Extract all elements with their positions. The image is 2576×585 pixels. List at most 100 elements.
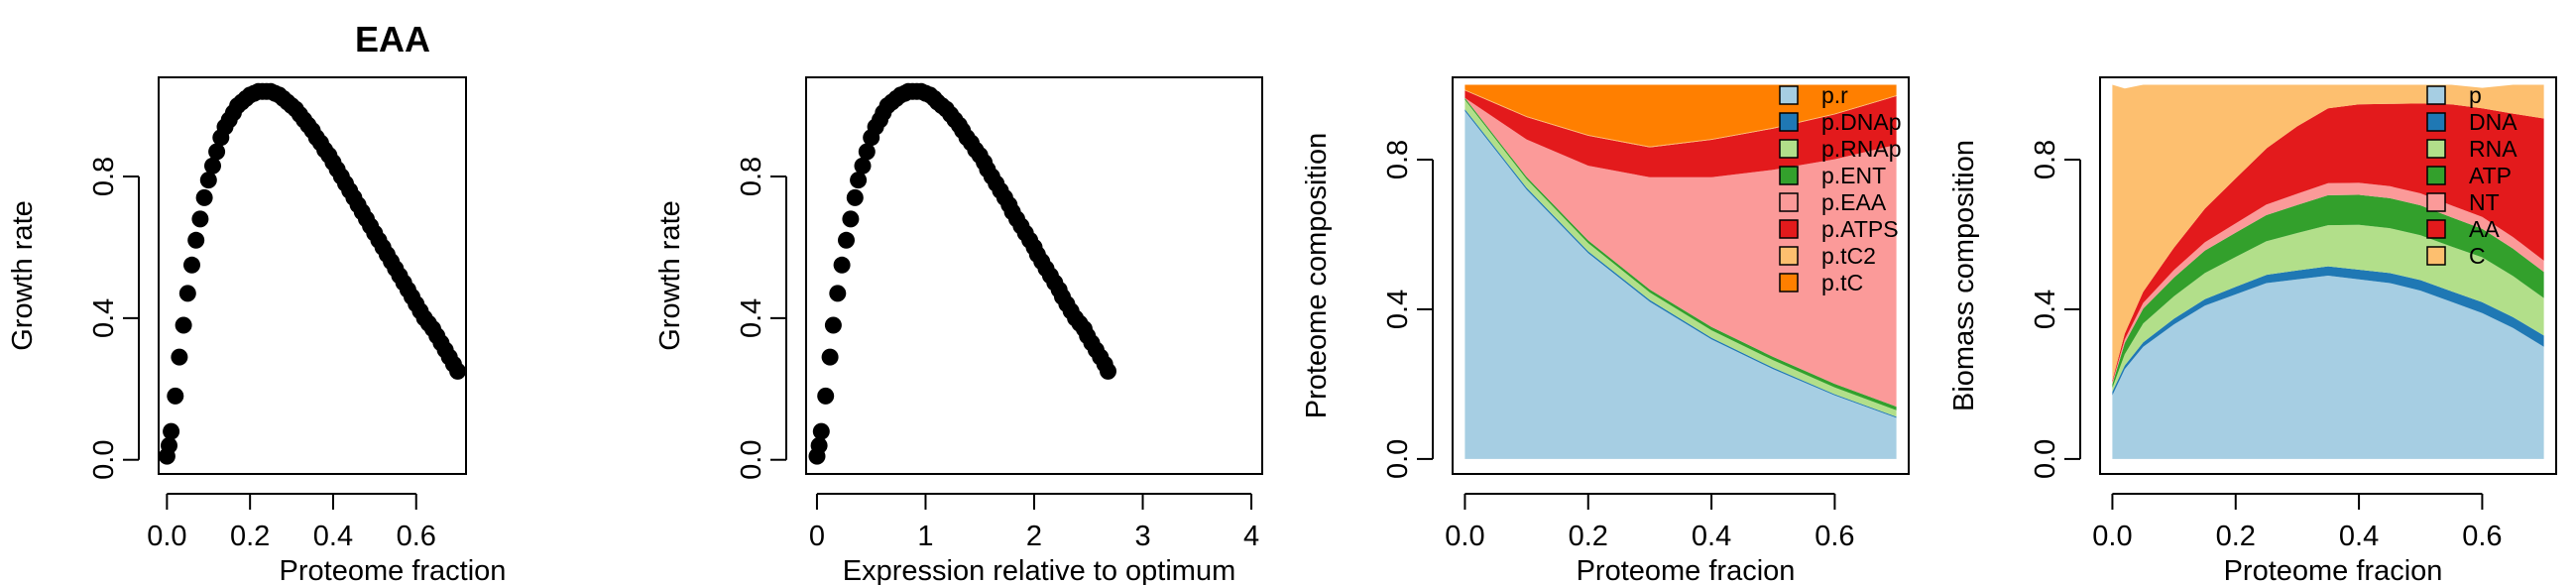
data-point <box>161 436 177 454</box>
area-series-atp <box>2112 194 2544 389</box>
data-point <box>175 316 192 334</box>
y-axis-title: Proteome composition <box>1301 133 1333 419</box>
x-tick-label: 0.0 <box>2092 521 2132 552</box>
x-tick-label: 0.6 <box>397 521 436 552</box>
area-series-dna <box>2112 266 2544 396</box>
x-axis-title: Proteome fraction <box>280 555 507 585</box>
data-point <box>824 316 842 334</box>
legend-label: p.RNAp <box>1821 136 1902 162</box>
data-point <box>183 256 200 274</box>
y-tick-label: 0.8 <box>2030 140 2061 179</box>
data-point <box>171 348 188 366</box>
legend-label: p.tC <box>1821 270 1863 295</box>
y-axis-title: Growth rate <box>654 200 686 351</box>
data-point <box>838 231 855 249</box>
y-tick-label: 0.0 <box>736 440 767 480</box>
data-point <box>208 143 226 161</box>
chart-panel-growth-vs-fraction: EAA 0.0 0.2 0.4 0.6 0.0 0.4 0.8 Proteome fract… <box>7 19 506 585</box>
data-point <box>821 348 839 366</box>
x-tick-label: 0.0 <box>147 521 186 552</box>
y-axis-title: Growth rate <box>7 200 39 351</box>
legend-label: p.ATPS <box>1821 216 1899 242</box>
data-point <box>812 422 830 440</box>
legend-label: p <box>2469 82 2482 108</box>
chart-panel-growth-vs-expression: 0 1 2 3 4 0.0 0.4 0.8 Expression relative to op… <box>654 76 1263 585</box>
data-point <box>204 157 221 175</box>
data-point <box>850 172 868 189</box>
legend-label: RNA <box>2469 136 2517 162</box>
y-tick-label: 0.0 <box>2030 439 2061 479</box>
x-axis-title: Expression relative to optimum <box>843 555 1236 585</box>
legend-label: AA <box>2469 216 2500 242</box>
y-tick-label: 0.4 <box>736 298 767 338</box>
legend-swatch <box>1779 219 1799 239</box>
x-tick-label: 0.4 <box>2339 521 2379 552</box>
x-tick-label: 0.4 <box>1692 521 1731 552</box>
area-series-p-r <box>1464 111 1897 459</box>
x-tick-label: 0.2 <box>2216 521 2256 552</box>
area-series-p <box>2112 276 2544 459</box>
data-point <box>833 256 851 274</box>
x-tick-label: 0.2 <box>230 521 270 552</box>
legend-swatch <box>1779 112 1799 132</box>
legend-swatch <box>1779 192 1799 212</box>
plot-frame <box>1452 76 1910 475</box>
legend-swatch <box>2426 139 2446 159</box>
legend-swatch <box>2426 246 2446 266</box>
y-tick-label: 0.0 <box>88 440 120 480</box>
data-point <box>163 422 180 440</box>
x-tick-label: 4 <box>1243 521 1259 552</box>
data-point <box>187 231 205 249</box>
data-point <box>199 172 217 189</box>
legend-swatch <box>1779 85 1799 105</box>
area-series-rna <box>2112 224 2544 392</box>
area-series-nt <box>2112 182 2544 385</box>
legend-label: DNA <box>2469 109 2517 135</box>
legend-label: p.r <box>1821 82 1848 108</box>
area-series-c <box>2112 84 2544 381</box>
x-tick-label: 0 <box>809 521 825 552</box>
y-tick-label: 0.4 <box>1382 290 1414 329</box>
legend-label: p.ENT <box>1821 163 1886 188</box>
x-tick-label: 0.6 <box>2462 521 2502 552</box>
y-tick-label: 0.4 <box>88 298 120 338</box>
legend-swatch <box>1779 246 1799 266</box>
x-tick-label: 1 <box>917 521 933 552</box>
legend-swatch <box>1779 166 1799 185</box>
data-point <box>854 157 872 175</box>
legend-label: NT <box>2469 189 2500 215</box>
legend-label: p.tC2 <box>1821 243 1876 269</box>
legend-label: C <box>2469 243 2486 269</box>
legend-swatch <box>2426 219 2446 239</box>
y-tick-label: 0.4 <box>2030 290 2061 329</box>
chart-panel-proteome-composition: 0.0 0.2 0.4 0.60.00.40.8 p.rp.DNApp.RNApp.E… <box>1301 76 1910 585</box>
legend-swatch <box>2426 85 2446 105</box>
data-point <box>829 285 847 302</box>
legend-swatch <box>2426 166 2446 185</box>
plot-frame <box>158 76 467 475</box>
data-point <box>858 143 876 161</box>
y-tick-label: 0.8 <box>1382 140 1414 179</box>
legend-swatch <box>2426 192 2446 212</box>
x-tick-label: 0.4 <box>313 521 353 552</box>
x-tick-label: 3 <box>1134 521 1150 552</box>
panel-title: EAA <box>355 19 430 59</box>
y-tick-label: 0.0 <box>1382 439 1414 479</box>
data-point <box>1100 362 1116 380</box>
x-tick-label: 2 <box>1026 521 1042 552</box>
y-tick-label: 0.8 <box>88 157 120 196</box>
legend-label: ATP <box>2469 163 2512 188</box>
plot-frame <box>2099 76 2557 475</box>
y-tick-label: 0.8 <box>736 157 767 196</box>
x-tick-label: 0.2 <box>1569 521 1608 552</box>
legend-label: p.DNAp <box>1821 109 1902 135</box>
legend-swatch <box>1779 139 1799 159</box>
data-point <box>449 362 467 380</box>
x-axis-title: Proteome fracion <box>1577 555 1796 585</box>
x-tick-label: 0.0 <box>1445 521 1484 552</box>
legend-label: p.EAA <box>1821 189 1887 215</box>
data-point <box>195 188 213 206</box>
y-axis-title: Biomass composition <box>1948 140 1980 411</box>
